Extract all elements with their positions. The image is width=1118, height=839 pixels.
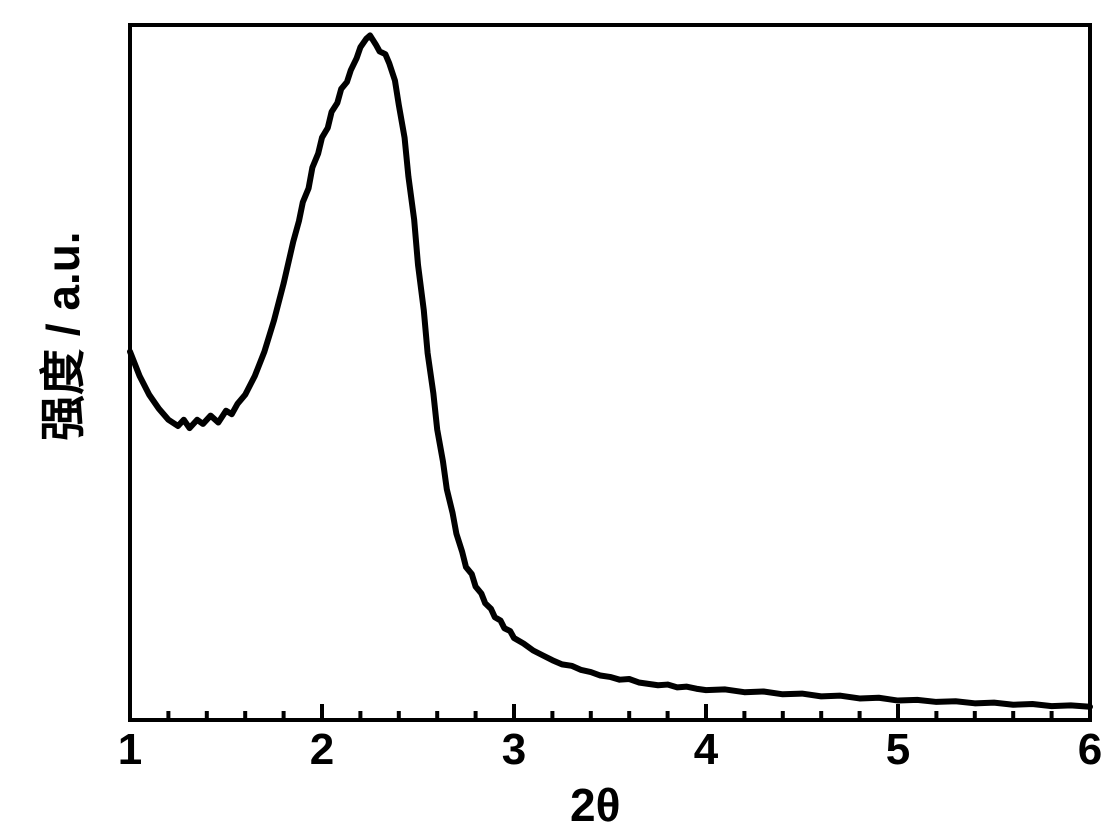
x-axis-label: 2θ xyxy=(570,778,620,832)
x-tick-label: 4 xyxy=(694,725,718,775)
x-tick-label: 5 xyxy=(886,725,910,775)
x-tick-label: 2 xyxy=(310,725,334,775)
x-tick-label: 3 xyxy=(502,725,526,775)
xrd-chart: 强度 / a.u. 2θ 1 2 3 4 5 6 xyxy=(0,0,1118,839)
chart-svg xyxy=(0,0,1118,839)
x-tick-label: 1 xyxy=(118,725,142,775)
y-axis-label: 强度 / a.u. xyxy=(27,321,93,441)
x-tick-label: 6 xyxy=(1078,725,1102,775)
